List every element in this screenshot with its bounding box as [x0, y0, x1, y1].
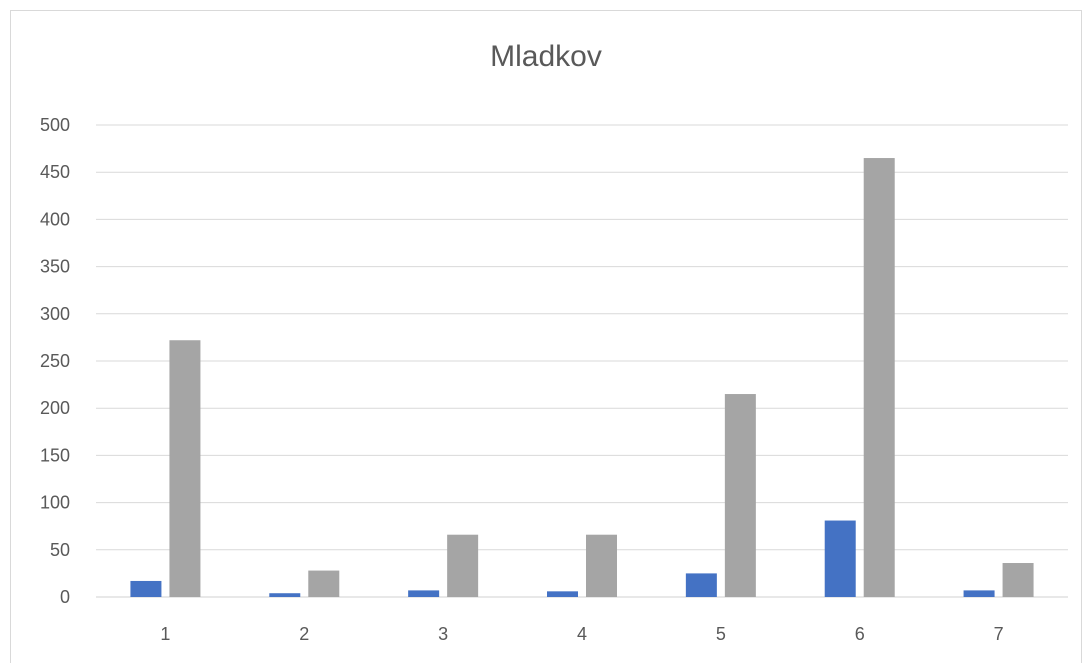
gridlines	[96, 124, 1068, 598]
bars	[130, 158, 1034, 598]
y-tick-label: 300	[40, 304, 70, 324]
bar-series-2-category-2	[308, 570, 340, 597]
y-tick-label: 450	[40, 162, 70, 182]
y-tick-label: 150	[40, 445, 70, 465]
bar-series-2-category-3	[447, 534, 479, 597]
x-tick-label: 2	[299, 624, 309, 644]
x-tick-label: 6	[855, 624, 865, 644]
x-tick-label: 4	[577, 624, 587, 644]
x-tick-label: 5	[716, 624, 726, 644]
y-axis-ticks: 0 50 100 150 200 250 300 350 400 450 500	[40, 115, 70, 607]
y-tick-label: 200	[40, 398, 70, 418]
y-tick-label: 100	[40, 493, 70, 513]
y-tick-label: 50	[50, 540, 70, 560]
x-tick-label: 3	[438, 624, 448, 644]
bar-series-1-category-2	[269, 593, 301, 597]
y-tick-label: 400	[40, 209, 70, 229]
bar-series-1-category-6	[824, 520, 856, 597]
x-tick-label: 7	[994, 624, 1004, 644]
x-tick-label: 1	[160, 624, 170, 644]
bar-series-1-category-4	[547, 591, 578, 597]
bar-series-1-category-3	[408, 590, 440, 597]
y-tick-label: 500	[40, 115, 70, 135]
y-tick-label: 350	[40, 257, 70, 277]
bar-series-1-category-1	[130, 580, 162, 597]
chart-title: Mladkov	[490, 40, 602, 73]
y-tick-label: 250	[40, 351, 70, 371]
bar-series-2-category-1	[169, 340, 201, 597]
y-tick-label: 0	[60, 587, 70, 607]
bar-series-2-category-5	[724, 394, 756, 597]
bar-series-2-category-7	[1002, 563, 1034, 597]
bar-series-2-category-4	[586, 534, 617, 597]
x-axis-ticks: 1 2 3 4 5 6 7	[160, 624, 1003, 644]
bar-series-1-category-7	[963, 590, 995, 597]
bar-series-1-category-5	[685, 573, 717, 597]
bar-series-2-category-6	[863, 158, 895, 598]
